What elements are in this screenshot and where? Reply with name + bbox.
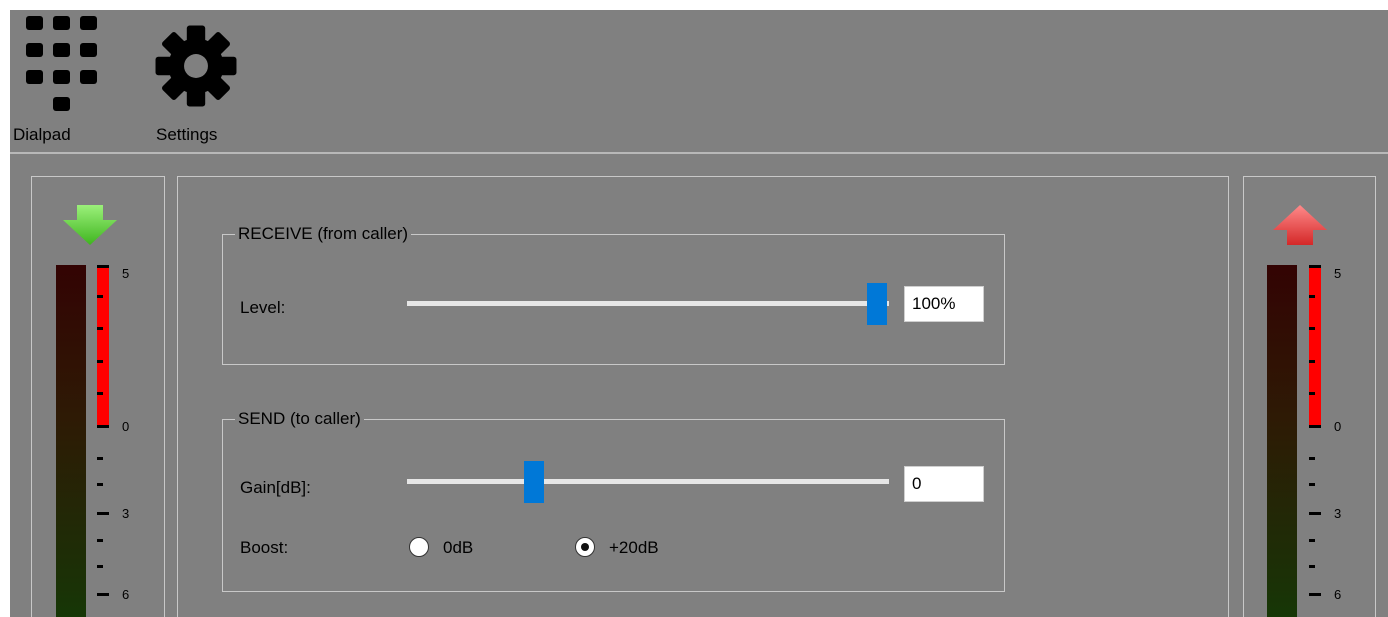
meter-tick [1309, 392, 1315, 395]
meter-tick [97, 392, 103, 395]
meter-tick [1309, 295, 1315, 298]
arrow-down-icon [63, 205, 117, 245]
send-level-meter: 5 0 3 6 [1243, 176, 1376, 617]
meter-tick [1309, 593, 1321, 596]
level-slider-thumb[interactable] [867, 283, 887, 325]
meter-scale-label: 6 [122, 587, 130, 602]
level-slider-track[interactable] [407, 301, 889, 306]
meter-tick [97, 327, 103, 330]
meter-scale-label: 0 [122, 419, 130, 434]
meter-tick [97, 425, 109, 428]
gain-value-field[interactable]: 0 [904, 466, 984, 502]
meter-tick [1309, 327, 1315, 330]
audio-settings-window: Dialpad Settings [10, 10, 1388, 617]
gain-slider-thumb[interactable] [524, 461, 544, 503]
meter-tick [1309, 483, 1315, 486]
arrow-up-icon [1273, 205, 1327, 245]
send-group: SEND (to caller) Gain[dB]: 0 Boost: 0dB … [222, 407, 1005, 592]
boost-0db-label[interactable]: 0dB [443, 538, 474, 557]
meter-tick [97, 512, 109, 515]
dialpad-button[interactable]: Dialpad [10, 10, 114, 152]
meter-tick [97, 593, 109, 596]
meter-tick [1309, 457, 1315, 460]
settings-button[interactable]: Settings [150, 10, 250, 152]
meter-scale-label: 5 [122, 266, 130, 281]
receive-level-meter: 5 0 3 6 [31, 176, 165, 617]
meter-scale-label: 3 [1334, 506, 1342, 521]
meter-tick [97, 295, 103, 298]
settings-label: Settings [156, 125, 218, 144]
meter-tick [97, 265, 109, 268]
meter-tick [1309, 360, 1315, 363]
meter-tick [1309, 539, 1315, 542]
meter-scale-label: 6 [1334, 587, 1342, 602]
boost-label: Boost: [240, 538, 289, 557]
receive-group-title: RECEIVE (from caller) [235, 222, 412, 246]
meter-tick [97, 565, 103, 568]
receive-group: RECEIVE (from caller) Level: 100% [222, 222, 1005, 365]
boost-0db-radio[interactable] [409, 537, 429, 557]
meter-scale-label: 5 [1334, 266, 1342, 281]
meter-tick [97, 360, 103, 363]
meter-scale-label: 0 [1334, 419, 1342, 434]
send-group-title: SEND (to caller) [235, 407, 364, 431]
boost-20db-radio[interactable] [575, 537, 595, 557]
meter-peak-segment [1309, 265, 1321, 427]
level-value-field[interactable]: 100% [904, 286, 984, 322]
radio-selected-dot [581, 543, 589, 551]
meter-peak-segment [97, 265, 109, 427]
meter-bar [56, 265, 86, 617]
boost-20db-label[interactable]: +20dB [609, 538, 659, 557]
gain-label: Gain[dB]: [240, 478, 311, 497]
gear-icon [155, 25, 237, 107]
gain-slider-track[interactable] [407, 479, 889, 484]
meter-tick [1309, 265, 1321, 268]
meter-bar [1267, 265, 1297, 617]
meter-tick [1309, 565, 1315, 568]
level-label: Level: [240, 298, 286, 317]
dialpad-icon [26, 16, 97, 111]
dialpad-label: Dialpad [13, 125, 71, 144]
meter-tick [1309, 425, 1321, 428]
toolbar-divider [10, 152, 1388, 154]
meter-tick [1309, 512, 1321, 515]
toolbar: Dialpad Settings [10, 10, 1388, 152]
audio-controls-panel: RECEIVE (from caller) Level: 100% SEND (… [177, 176, 1229, 617]
meter-scale-label: 3 [122, 506, 130, 521]
meter-tick [97, 539, 103, 542]
meter-tick [97, 457, 103, 460]
meter-tick [97, 483, 103, 486]
